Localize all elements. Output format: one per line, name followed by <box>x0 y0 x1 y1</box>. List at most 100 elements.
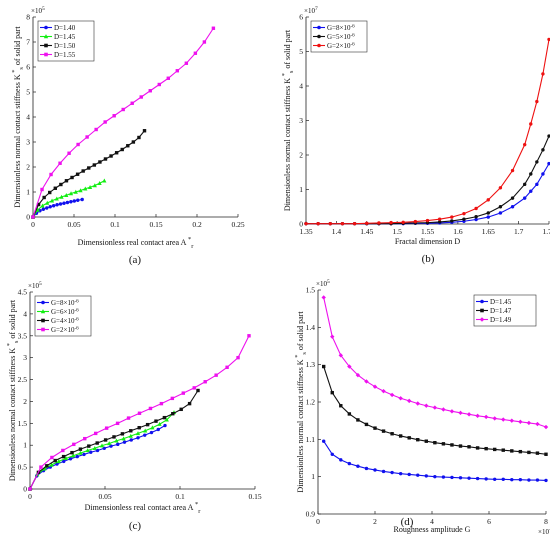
data-point <box>62 459 66 464</box>
legend-entry: D=1.45 <box>40 33 76 41</box>
data-point <box>416 438 420 442</box>
x-scale-label: ×10-6 <box>538 527 550 536</box>
data-point <box>518 449 523 454</box>
chart-panel-a: 0 0.05 0.1 0.15 0.2 0.25012345678×105D=1.40D=… <box>11 6 245 266</box>
legend-entry: D=1.47 <box>476 307 512 315</box>
data-point <box>474 215 478 219</box>
data-point <box>40 203 45 208</box>
x-tick-label: 0.2 <box>192 220 202 229</box>
data-point <box>78 188 83 193</box>
data-point <box>139 95 143 99</box>
data-point <box>44 52 48 57</box>
data-point <box>42 195 46 200</box>
data-point <box>131 140 136 144</box>
data-point <box>83 186 88 191</box>
data-point <box>109 154 113 158</box>
series-c-3 <box>28 334 251 491</box>
chart-panel-d: 024680.911.11.21.31.41.5×105×10-6D=1.45D… <box>294 279 550 536</box>
legend-label: G=2×10-6 <box>51 326 79 334</box>
data-point <box>458 410 463 416</box>
data-point <box>479 317 485 322</box>
data-point <box>36 202 41 207</box>
data-point <box>437 220 442 224</box>
data-point <box>449 409 455 414</box>
y-tick-label: 1 <box>23 441 27 450</box>
data-point <box>42 466 47 471</box>
data-point <box>433 440 437 445</box>
data-point <box>145 422 150 427</box>
data-point <box>92 163 97 167</box>
data-point <box>407 472 411 477</box>
x-tick-label: 1.75 <box>542 227 550 236</box>
data-point <box>136 436 140 440</box>
series-a-0 <box>31 197 84 219</box>
data-point <box>120 147 124 152</box>
data-point <box>509 418 514 423</box>
series-b-2 <box>304 37 550 226</box>
data-point <box>162 415 167 420</box>
y-tick-label: 2 <box>299 151 303 160</box>
data-point <box>523 196 527 200</box>
data-point <box>148 406 153 411</box>
data-point <box>44 25 48 30</box>
data-point <box>401 220 405 224</box>
data-point <box>103 438 108 442</box>
data-point <box>75 454 79 459</box>
legend-entry: D=1.49 <box>476 316 512 324</box>
data-point <box>547 161 550 166</box>
data-point <box>339 458 343 462</box>
data-point <box>424 474 428 478</box>
y-tick-label: 4 <box>299 82 303 91</box>
data-point <box>44 43 48 48</box>
data-point <box>377 221 381 225</box>
data-point <box>501 477 505 481</box>
data-point <box>129 438 133 442</box>
data-point <box>527 478 531 482</box>
x-axis-label: Fractal dimension D <box>395 237 461 246</box>
panel-label: (b) <box>422 253 435 265</box>
legend-entry: G=5×10-6 <box>313 33 355 41</box>
data-point <box>92 445 97 450</box>
legend-entry: G=4×10-6 <box>37 317 79 325</box>
x-tick-label: 0.05 <box>98 492 111 501</box>
data-point <box>466 412 472 417</box>
data-point <box>116 442 120 447</box>
data-point <box>41 207 46 211</box>
data-point <box>149 430 154 435</box>
data-point <box>115 421 120 426</box>
data-point <box>163 423 167 428</box>
data-point <box>450 215 454 219</box>
data-point <box>356 464 360 468</box>
data-point <box>501 448 505 452</box>
legend: G=8×10-6G=6×10-6G=4×10-6G=2×10-6 <box>34 295 92 337</box>
data-point <box>424 439 428 443</box>
y-tick-label: 5 <box>299 47 303 56</box>
data-point <box>330 390 334 395</box>
data-point <box>87 184 93 189</box>
data-point <box>535 160 539 164</box>
y-tick-label: 1 <box>26 188 30 197</box>
y-tick-label: 6 <box>299 13 303 22</box>
data-point <box>432 405 438 410</box>
data-point <box>317 25 321 30</box>
data-point <box>450 443 454 447</box>
data-point <box>45 200 50 205</box>
data-point <box>373 426 377 430</box>
data-point <box>498 205 503 209</box>
data-point <box>102 178 107 183</box>
data-point <box>547 37 550 42</box>
data-point <box>70 450 74 455</box>
y-tick-label: 3 <box>23 353 27 362</box>
y-tick-label: 1.2 <box>306 398 316 407</box>
x-tick-label: 0 <box>28 492 32 501</box>
data-point <box>535 99 539 104</box>
legend-entry: D=1.40 <box>40 24 76 32</box>
data-point <box>103 120 107 124</box>
data-point <box>99 443 105 448</box>
panel-label: (a) <box>129 254 142 266</box>
data-point <box>95 441 99 445</box>
data-point <box>51 204 56 208</box>
data-point <box>31 215 35 219</box>
data-point <box>94 431 98 436</box>
x-tick-label: 1.55 <box>421 227 434 236</box>
